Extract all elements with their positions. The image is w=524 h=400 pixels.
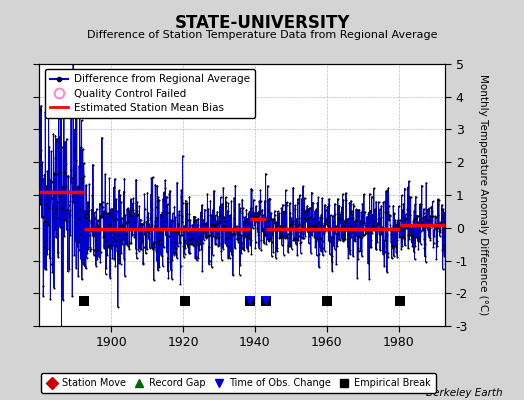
- Text: Berkeley Earth: Berkeley Earth: [427, 388, 503, 398]
- Legend: Station Move, Record Gap, Time of Obs. Change, Empirical Break: Station Move, Record Gap, Time of Obs. C…: [41, 374, 435, 393]
- Legend: Difference from Regional Average, Quality Control Failed, Estimated Station Mean: Difference from Regional Average, Qualit…: [45, 69, 255, 118]
- Text: Difference of Station Temperature Data from Regional Average: Difference of Station Temperature Data f…: [87, 30, 437, 40]
- Y-axis label: Monthly Temperature Anomaly Difference (°C): Monthly Temperature Anomaly Difference (…: [478, 74, 488, 316]
- Text: STATE-UNIVERSITY: STATE-UNIVERSITY: [174, 14, 350, 32]
